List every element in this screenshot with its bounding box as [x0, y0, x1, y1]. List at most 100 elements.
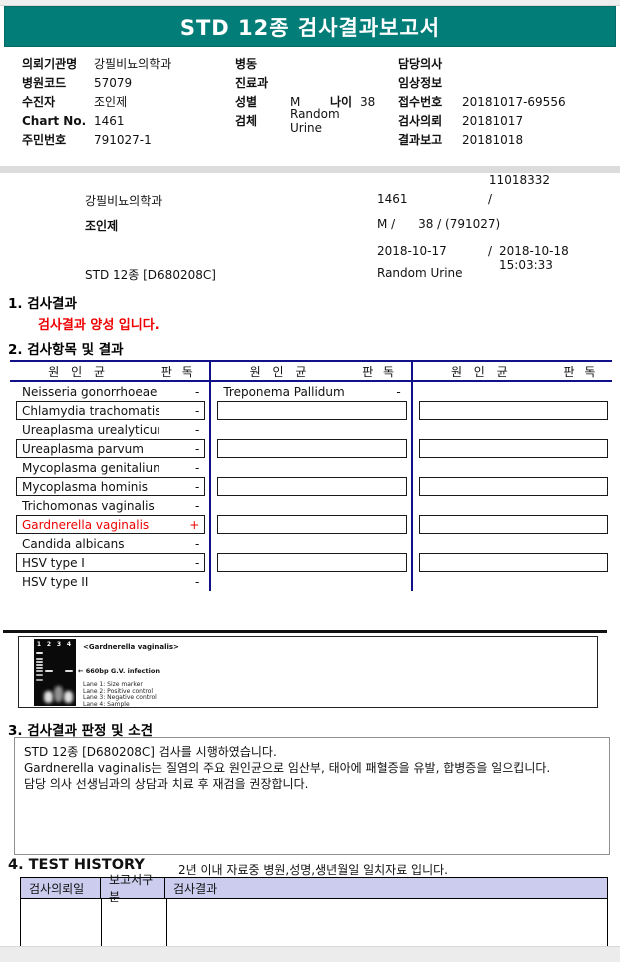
test-history-table: 검사의뢰일 보고서구분 검사결과 [20, 873, 608, 947]
lane-number: 4 [66, 641, 72, 648]
findings-text: STD 12종 [D680208C] 검사를 시행하였습니다. Gardnere… [15, 738, 609, 798]
reading-header: 판 독 [362, 364, 398, 379]
field-value: 791027-1 [94, 132, 152, 147]
gel-blob [44, 691, 53, 703]
ladder-band [36, 679, 43, 681]
table-row-empty [413, 420, 612, 439]
field-label: 담당의사 [398, 57, 443, 71]
field-label: 수진자 [22, 95, 56, 109]
table-row: Neisseria gonorrhoeae - [22, 384, 200, 399]
band-label: 660bp G.V. infection [85, 667, 160, 675]
section1-title: 1. 검사결과 [8, 296, 77, 312]
gel-blob [64, 691, 73, 703]
table-row-empty [211, 458, 410, 477]
field-label: 주민번호 [22, 133, 67, 147]
field-label: 검체 [235, 114, 258, 128]
request-date: 2018-10-17 [377, 244, 447, 258]
field-label: Chart No. [22, 113, 87, 128]
gel-lane-legend: Lane 1: Size marker Lane 2: Positive con… [83, 681, 157, 708]
date-slash: / [488, 244, 493, 258]
info-row: 검사의뢰 20181017 [398, 111, 566, 130]
positive-control-band [45, 670, 53, 672]
results-table: 원 인 균 판 독 Neisseria gonorrhoeae - Chlamy… [10, 360, 612, 591]
table-row: Mycoplasma hominis - [16, 477, 206, 496]
table-row-empty [413, 534, 612, 553]
field-value: 1461 [94, 113, 125, 128]
column-header: 원 인 균 판 독 [412, 362, 612, 382]
gel-band-annotation: ← 660bp G.V. infection [78, 667, 160, 675]
field-label: 접수번호 [398, 95, 443, 109]
info-row: 결과보고 20181018 [398, 130, 566, 149]
patient-info-middle: 병동 진료과 성별 M 나이 38 검체 Random Urine [235, 54, 375, 135]
table-row-empty [217, 515, 407, 534]
lane-number: 2 [46, 641, 52, 648]
gel-electrophoresis-image: 1 2 3 4 [34, 639, 76, 706]
info-row: 검체 Random Urine [235, 107, 375, 135]
organism-header: 원 인 균 [249, 364, 311, 379]
arrow-left-icon: ← [78, 667, 84, 675]
lane-number: 1 [36, 641, 42, 648]
table-row-empty [211, 496, 410, 515]
lane-number: 3 [56, 641, 62, 648]
field-label: 의뢰기관명 [22, 57, 78, 71]
chart-number: 1461 [377, 192, 408, 206]
history-note: 2년 이내 자료중 병원,성명,생년월일 일치자료 입니다. [178, 863, 448, 877]
info-row: Chart No. 1461 [22, 111, 171, 130]
findings-box: STD 12종 [D680208C] 검사를 시행하였습니다. Gardnere… [14, 737, 610, 855]
info-row: 병원코드 57079 [22, 73, 171, 92]
reading-header: 판 독 [563, 364, 599, 379]
ladder-band [36, 674, 43, 676]
history-col-request-date: 검사의뢰일 [21, 878, 101, 898]
page-top-edge [0, 0, 620, 6]
table-row-empty [418, 439, 608, 458]
table-row-empty [413, 458, 612, 477]
column-header: 원 인 균 판 독 [10, 362, 210, 382]
info-row: 주민번호 791027-1 [22, 130, 171, 149]
history-cell [21, 899, 102, 946]
table-row: Ureaplasma parvum - [16, 439, 206, 458]
section2-title: 2. 검사항목 및 결과 [8, 342, 124, 358]
table-row-empty [413, 382, 612, 401]
findings-line: STD 12종 [D680208C] 검사를 시행하였습니다. [24, 745, 277, 759]
findings-line: 담당 의사 선생님과의 상담과 치료 후 재검을 권장합니다. [24, 777, 309, 791]
table-row-empty [418, 401, 608, 420]
info-row: 의뢰기관명 강필비뇨의학과 [22, 54, 171, 73]
sample-band [65, 670, 73, 672]
table-row-empty [217, 477, 407, 496]
info-row: 접수번호 20181017-69556 [398, 92, 566, 111]
info-row: 수진자 조인제 [22, 92, 171, 111]
table-row-empty [418, 515, 608, 534]
table-row-empty [413, 572, 612, 591]
results-column-1: 원 인 균 판 독 Neisseria gonorrhoeae - Chlamy… [10, 362, 210, 591]
gel-blob [54, 686, 63, 702]
field-label: 병원코드 [22, 76, 67, 90]
horizontal-rule [3, 630, 607, 633]
history-header-row: 검사의뢰일 보고서구분 검사결과 [21, 873, 607, 904]
ladder-band [36, 658, 43, 660]
table-row: Ureaplasma urealyticum - [22, 422, 200, 437]
overall-result-text: 검사결과 양성 입니다. [38, 318, 160, 333]
field-label: 성별 [235, 95, 258, 109]
history-empty-row [21, 899, 607, 946]
table-row: Mycoplasma genitalium - [22, 460, 200, 475]
ladder-band [36, 652, 43, 654]
info-row: 담당의사 [398, 54, 566, 73]
history-cell [102, 899, 167, 946]
patient-demographics: M / 38 / (791027) [377, 217, 501, 231]
table-row-empty [211, 420, 410, 439]
organism-header: 원 인 균 [48, 364, 110, 379]
page-bottom-edge [0, 946, 620, 962]
report-title: STD 12종 검사결과보고서 [179, 15, 441, 40]
table-row-empty [413, 496, 612, 515]
test-name: STD 12종 [D680208C] [85, 268, 216, 282]
gel-image-panel: 1 2 3 4 <Gardnerella vaginalis> ← 660bp … [18, 636, 598, 708]
field-value: 강필비뇨의학과 [94, 57, 172, 71]
organism-header: 원 인 균 [450, 364, 512, 379]
column-header: 원 인 균 판 독 [211, 362, 411, 382]
field-value: 20181017 [462, 113, 524, 128]
table-row: Treponema Pallidum - [223, 384, 401, 399]
table-row: Candida albicans - [22, 536, 200, 551]
section-divider-band [0, 166, 620, 173]
table-row-empty [217, 401, 407, 420]
ladder-band [36, 661, 43, 663]
